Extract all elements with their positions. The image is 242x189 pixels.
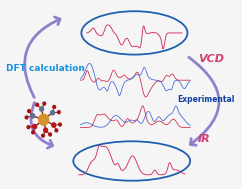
Text: VCD: VCD bbox=[198, 53, 224, 64]
Circle shape bbox=[40, 107, 44, 111]
Circle shape bbox=[58, 111, 60, 114]
Circle shape bbox=[43, 102, 45, 105]
Text: IR: IR bbox=[198, 134, 211, 144]
Circle shape bbox=[39, 114, 49, 125]
Text: DFT calculation: DFT calculation bbox=[6, 64, 85, 73]
Circle shape bbox=[49, 133, 52, 136]
Circle shape bbox=[42, 134, 44, 137]
Circle shape bbox=[32, 131, 34, 134]
Circle shape bbox=[28, 110, 30, 113]
Circle shape bbox=[52, 123, 56, 127]
Circle shape bbox=[44, 128, 48, 132]
Circle shape bbox=[36, 103, 38, 106]
Circle shape bbox=[31, 114, 35, 118]
Circle shape bbox=[25, 116, 28, 119]
Circle shape bbox=[59, 123, 61, 126]
Circle shape bbox=[51, 111, 54, 115]
Circle shape bbox=[55, 129, 58, 132]
Circle shape bbox=[27, 126, 30, 129]
Circle shape bbox=[33, 124, 37, 129]
Circle shape bbox=[53, 105, 56, 108]
Text: Experimental: Experimental bbox=[178, 95, 235, 104]
